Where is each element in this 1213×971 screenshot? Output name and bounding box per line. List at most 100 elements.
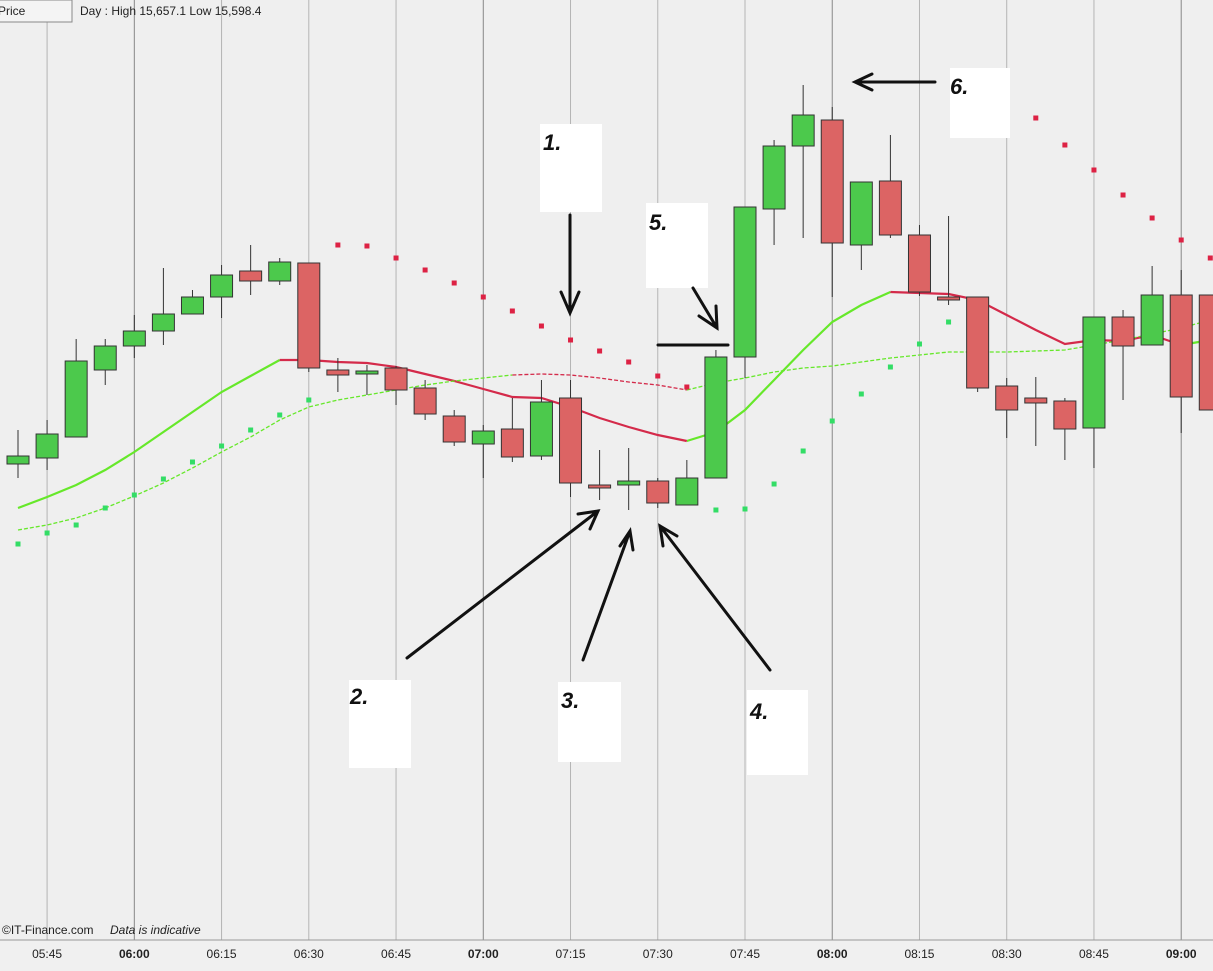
sar-dot	[800, 448, 806, 454]
candle-body	[704, 356, 728, 479]
price-button-label[interactable]: Price	[0, 4, 26, 18]
sar-dot	[1149, 215, 1155, 221]
arrow	[851, 72, 937, 92]
candle-body	[413, 387, 437, 415]
marks	[6, 85, 1213, 547]
candle-body	[588, 484, 612, 489]
sar-dot	[1033, 115, 1039, 121]
arrows	[405, 72, 937, 672]
annotation-box	[747, 690, 808, 775]
candle-body	[210, 274, 234, 298]
sar-dot	[248, 427, 254, 433]
annotation-label: 3.	[561, 688, 579, 713]
candle-body	[355, 370, 379, 375]
annotation-box	[646, 203, 708, 288]
x-tick-label: 07:30	[643, 947, 673, 961]
arrow	[405, 509, 601, 660]
candle-body	[1111, 316, 1135, 347]
sar-dot	[597, 348, 603, 354]
sar-dot	[1207, 255, 1213, 261]
annotation-label: 4.	[749, 699, 768, 724]
annotation-box	[540, 124, 602, 212]
sar-dot	[858, 391, 864, 397]
price-button[interactable]	[0, 0, 73, 23]
sar-dot	[1062, 142, 1068, 148]
x-tick-label: 05:45	[32, 947, 62, 961]
candle-body	[122, 330, 146, 347]
candle-body	[529, 401, 553, 457]
sar-dot	[306, 397, 312, 403]
sar-dot	[655, 373, 661, 379]
sar-dot	[393, 255, 399, 261]
annotation-label: 2.	[349, 684, 368, 709]
candle-body	[151, 313, 175, 332]
sar-dot	[626, 359, 632, 365]
sar-dot	[160, 476, 166, 482]
annotation-label: 1.	[543, 130, 561, 155]
moving-average-dashed	[512, 373, 687, 391]
candle-body	[180, 296, 204, 315]
x-axis-band	[0, 940, 1213, 971]
sar-dot	[713, 507, 719, 513]
sar-dot	[684, 384, 690, 390]
candle-body	[326, 369, 350, 376]
candle-body	[6, 455, 30, 465]
candle-body	[239, 270, 263, 282]
sar-dot	[219, 443, 225, 449]
candle-body	[559, 397, 583, 484]
sar-dot	[568, 337, 574, 343]
candle-body	[500, 428, 524, 458]
annotation-label: 5.	[649, 210, 667, 235]
annotation-box	[950, 68, 1010, 138]
x-tick-label: 08:15	[904, 947, 934, 961]
candle-body	[966, 296, 990, 389]
x-tick-label: 06:45	[381, 947, 411, 961]
candle-body	[384, 367, 408, 391]
candle-body	[878, 180, 902, 236]
arrow	[691, 286, 719, 331]
day-range: Day : High 15,657.1 Low 15,598.4	[80, 4, 262, 18]
candle-body	[617, 480, 641, 486]
sar-dot	[480, 294, 486, 300]
x-tick-label: 07:15	[556, 947, 586, 961]
sar-dot	[277, 412, 283, 418]
arrow	[658, 523, 772, 672]
sar-dot	[946, 319, 952, 325]
x-tick-label: 06:30	[294, 947, 324, 961]
arrow	[559, 213, 581, 317]
sar-dot	[771, 481, 777, 487]
candle-body	[268, 261, 292, 282]
candle-body	[995, 385, 1019, 411]
candle-body	[937, 296, 961, 301]
candle-body	[93, 345, 117, 371]
candle-body	[35, 433, 59, 459]
candle-body	[849, 181, 873, 246]
candle-body	[791, 114, 815, 147]
sar-dot	[44, 530, 50, 536]
annotation-box	[558, 682, 621, 762]
sar-dot	[189, 459, 195, 465]
sar-dot	[887, 364, 893, 370]
candle-body	[1198, 294, 1213, 411]
source-note: Data is indicative	[110, 923, 201, 937]
sar-dot	[451, 280, 457, 286]
sar-dot	[364, 243, 370, 249]
sar-dot	[1178, 237, 1184, 243]
sar-dot	[538, 323, 544, 329]
source: ©IT-Finance.com	[2, 923, 94, 937]
arrow	[581, 526, 635, 662]
sar-dot	[1120, 192, 1126, 198]
annotation-label: 6.	[950, 74, 968, 99]
x-tick-label: 08:00	[817, 947, 848, 961]
candle-body	[442, 415, 466, 443]
candle-body	[646, 480, 670, 504]
candle-body	[1082, 316, 1106, 429]
candle-body	[471, 430, 495, 445]
candle-body	[675, 477, 699, 506]
sar-dot	[15, 541, 21, 547]
sar-dot	[509, 308, 515, 314]
x-tick-label: 08:30	[992, 947, 1022, 961]
x-tick-label: 07:00	[468, 947, 499, 961]
sar-dot	[422, 267, 428, 273]
candle-body	[762, 145, 786, 210]
